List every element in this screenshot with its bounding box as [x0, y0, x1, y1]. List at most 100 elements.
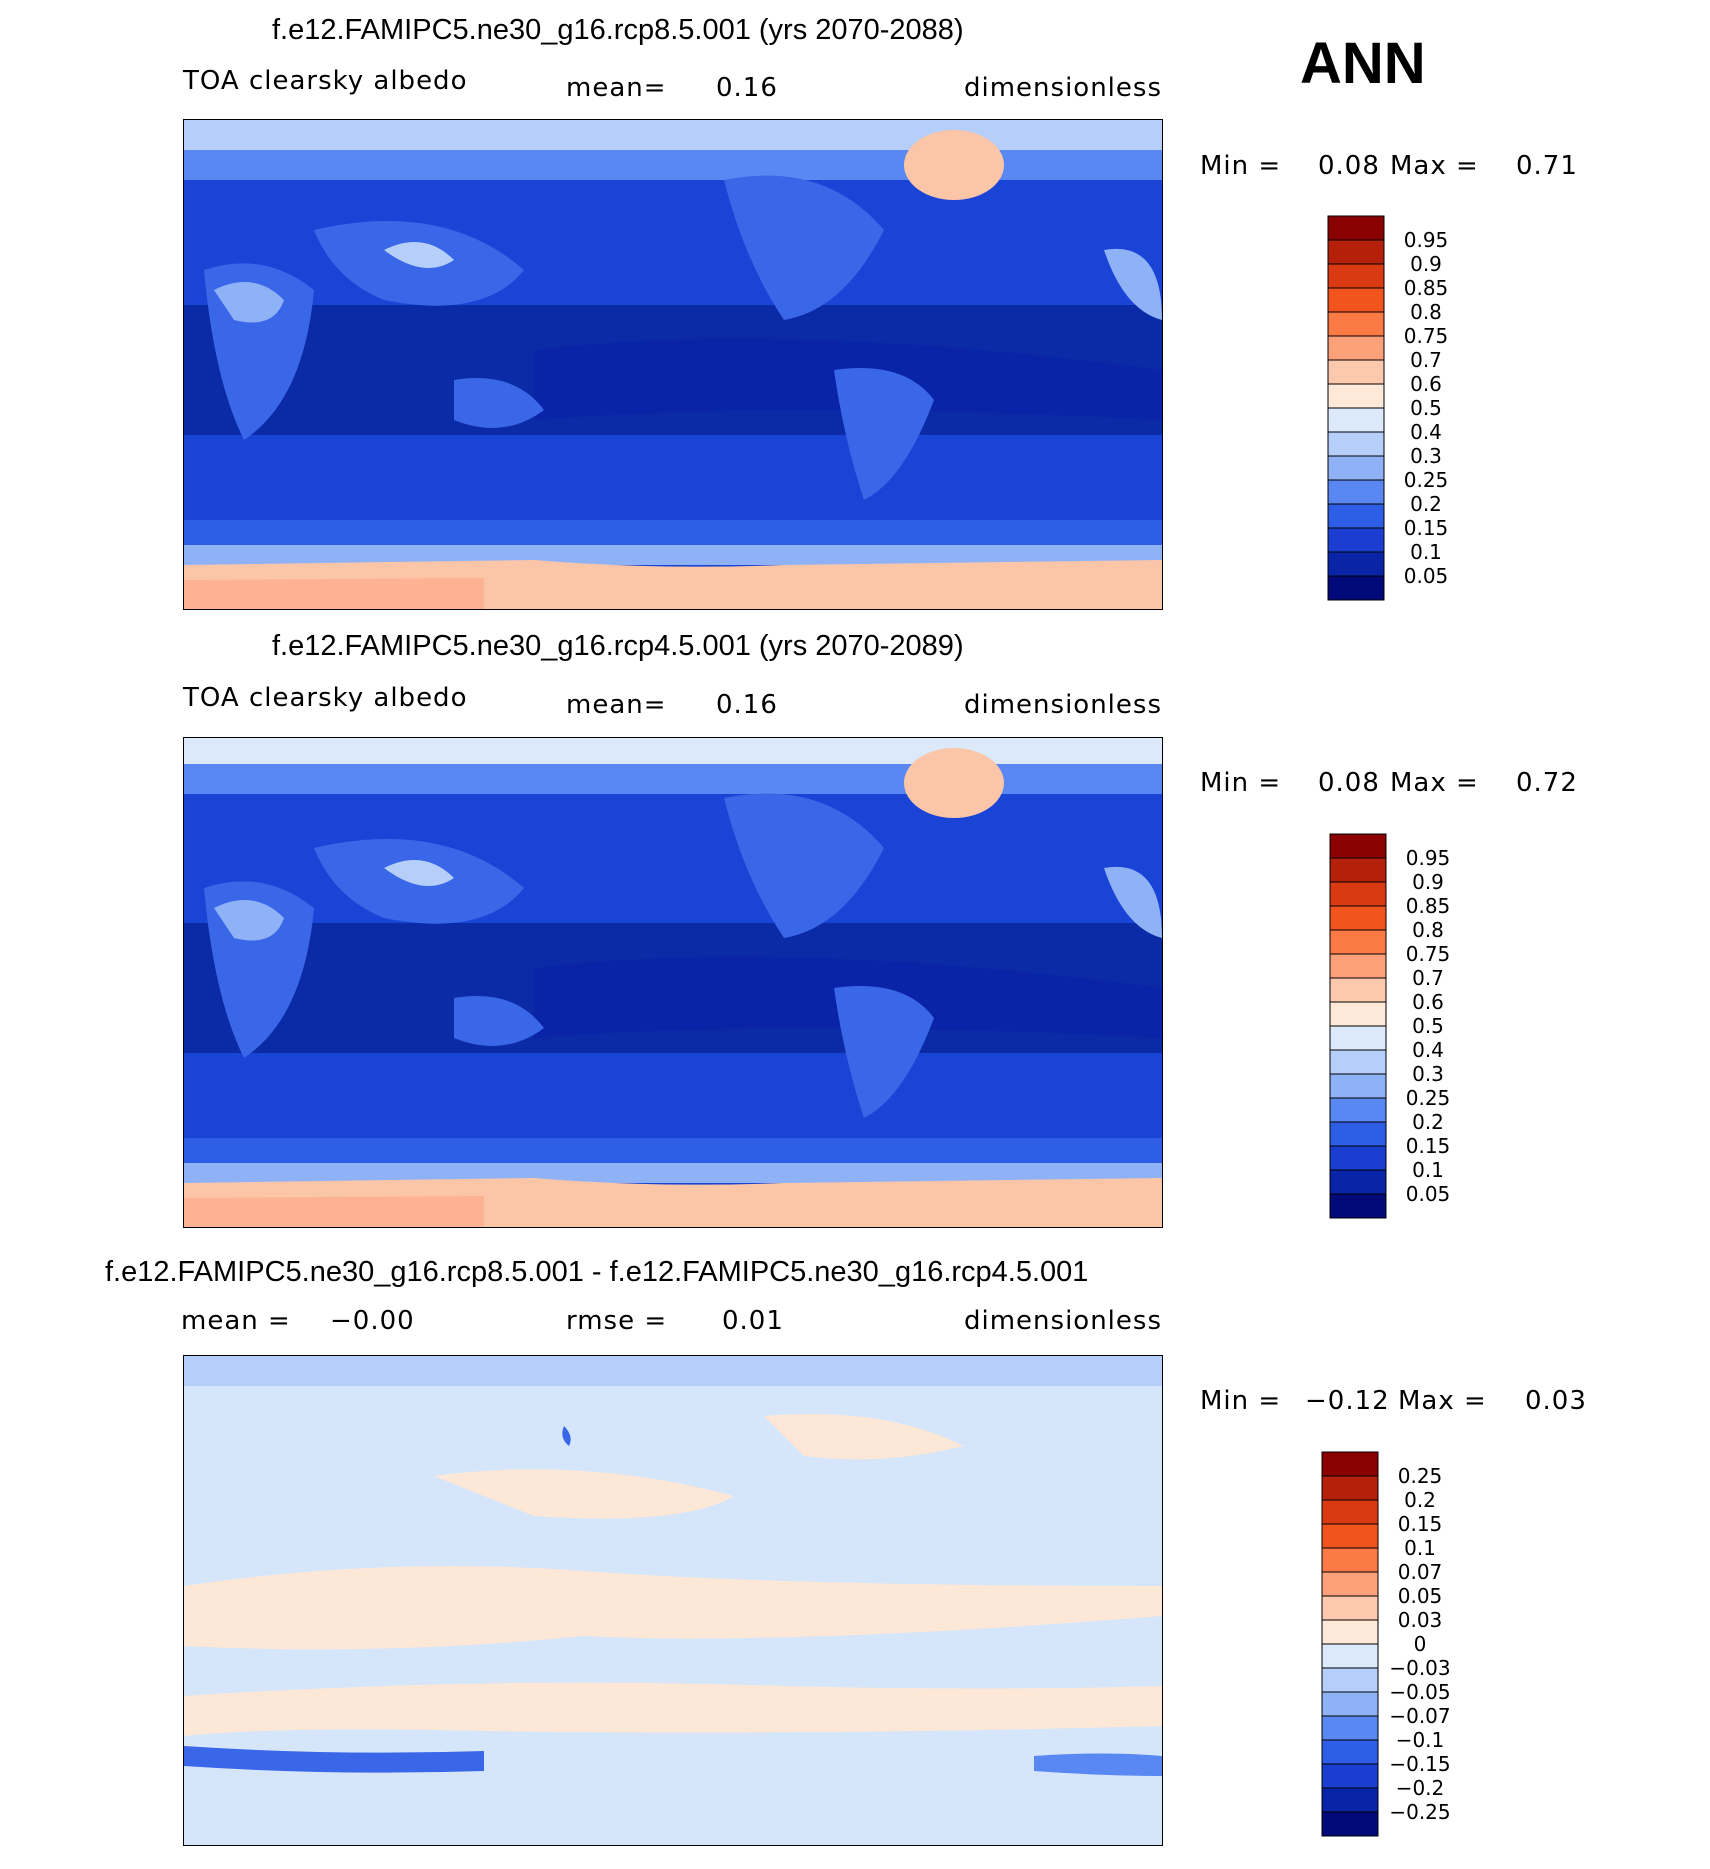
- colorbar-tick-label: 0.25: [1406, 1086, 1451, 1110]
- colorbar-swatch: [1321, 1811, 1379, 1837]
- panel2-mean-label: mean=: [566, 690, 667, 720]
- colorbar-tick-label: 0.3: [1412, 1062, 1444, 1086]
- colorbar-swatch: [1329, 1097, 1387, 1123]
- colorbar-swatch: [1321, 1643, 1379, 1669]
- colorbar-swatch: [1327, 431, 1385, 457]
- colorbar-swatch: [1327, 479, 1385, 505]
- colorbar-tick-label: 0.9: [1412, 870, 1444, 894]
- colorbar-tick-label: 0.95: [1406, 846, 1451, 870]
- colorbar-swatch: [1327, 551, 1385, 577]
- colorbar-tick-label: 0.1: [1412, 1158, 1444, 1182]
- colorbar-swatch: [1329, 977, 1387, 1003]
- colorbar-swatch: [1321, 1715, 1379, 1741]
- colorbar-swatch: [1321, 1667, 1379, 1693]
- colorbar-swatch: [1321, 1691, 1379, 1717]
- colorbar-tick-label: 0.2: [1404, 1488, 1436, 1512]
- colorbar-tick-label: −0.1: [1396, 1728, 1445, 1752]
- panel3-title: f.e12.FAMIPC5.ne30_g16.rcp8.5.001 - f.e1…: [105, 1256, 1089, 1288]
- panel1-mean-label: mean=: [566, 73, 667, 103]
- colorbar-tick-label: 0.8: [1410, 300, 1442, 324]
- panel1-variable-label: TOA clearsky albedo: [183, 66, 468, 96]
- colorbar-tick-label: 0.2: [1410, 492, 1442, 516]
- colorbar-swatch: [1321, 1739, 1379, 1765]
- colorbar-swatch: [1327, 527, 1385, 553]
- panel2-max-value: 0.72: [1516, 768, 1578, 798]
- colorbar-tick-label: 0.15: [1404, 516, 1449, 540]
- colorbar-tick-label: 0.6: [1410, 372, 1442, 396]
- colorbar-tick-label: 0.85: [1404, 276, 1449, 300]
- panel3-units-label: dimensionless: [964, 1306, 1162, 1336]
- colorbar-tick-label: 0.6: [1412, 990, 1444, 1014]
- panel1-min-label: Min =: [1200, 151, 1282, 181]
- colorbar-swatch: [1321, 1547, 1379, 1573]
- colorbar-tick-label: 0.95: [1404, 228, 1449, 252]
- panel2-mean-value: 0.16: [716, 690, 778, 720]
- colorbar-swatch: [1327, 239, 1385, 265]
- colorbar-swatch: [1321, 1619, 1379, 1645]
- panel3-colorbar-svg: 0.250.20.150.10.070.050.030−0.03−0.05−0.…: [1321, 1451, 1451, 1837]
- panel1-max-value: 0.71: [1516, 151, 1578, 181]
- colorbar-swatch: [1329, 1049, 1387, 1075]
- colorbar-swatch: [1327, 383, 1385, 409]
- colorbar-swatch: [1329, 881, 1387, 907]
- colorbar-swatch: [1327, 359, 1385, 385]
- colorbar-swatch: [1329, 905, 1387, 931]
- panel1-max-label: Max =: [1390, 151, 1479, 181]
- colorbar-tick-label: 0.25: [1398, 1464, 1443, 1488]
- panel3-map: [183, 1355, 1163, 1846]
- colorbar-tick-label: −0.05: [1389, 1680, 1450, 1704]
- colorbar-swatch: [1321, 1787, 1379, 1813]
- colorbar-tick-label: 0.2: [1412, 1110, 1444, 1134]
- panel1-map-plot: [184, 120, 1162, 609]
- colorbar-swatch: [1329, 1025, 1387, 1051]
- colorbar-swatch: [1321, 1523, 1379, 1549]
- colorbar-swatch: [1329, 1121, 1387, 1147]
- colorbar-tick-label: −0.07: [1389, 1704, 1450, 1728]
- colorbar-swatch: [1327, 503, 1385, 529]
- colorbar-swatch: [1327, 407, 1385, 433]
- colorbar-swatch: [1327, 455, 1385, 481]
- colorbar-tick-label: 0.75: [1404, 324, 1449, 348]
- colorbar-tick-label: 0.05: [1398, 1584, 1443, 1608]
- panel3-max-label: Max =: [1398, 1386, 1487, 1416]
- panel3-colorbar: 0.25 0.2 0.15 0.1 0.07 0.05 0.03 0 −0.03 −0.05 −0.…: [1320, 1450, 1480, 1845]
- colorbar-swatch: [1321, 1451, 1379, 1477]
- colorbar-swatch: [1327, 263, 1385, 289]
- panel2-colorbar: 0.95 0.9 0.85 0.8 0.75 0.7 0.6 0.5 0.4 0.3 0.25 0.2…: [1328, 832, 1468, 1227]
- colorbar-tick-label: 0.75: [1406, 942, 1451, 966]
- colorbar-tick-label: −0.2: [1396, 1776, 1445, 1800]
- panel3-min-label: Min =: [1200, 1386, 1282, 1416]
- colorbar-tick-label: 0.7: [1412, 966, 1444, 990]
- colorbar-tick-label: 0.85: [1406, 894, 1451, 918]
- colorbar-swatch: [1321, 1763, 1379, 1789]
- colorbar-tick-label: 0.03: [1398, 1608, 1443, 1632]
- colorbar-swatch: [1327, 287, 1385, 313]
- colorbar-swatch: [1329, 1193, 1387, 1219]
- colorbar-swatch: [1329, 1001, 1387, 1027]
- panel1-min-value: 0.08: [1318, 151, 1380, 181]
- colorbar-tick-label: 0.25: [1404, 468, 1449, 492]
- panel1-map: [183, 119, 1163, 610]
- colorbar-tick-label: 0.9: [1410, 252, 1442, 276]
- colorbar-swatch: [1321, 1595, 1379, 1621]
- colorbar-swatch: [1327, 575, 1385, 601]
- colorbar-tick-label: 0.15: [1406, 1134, 1451, 1158]
- colorbar-tick-label: 0.1: [1404, 1536, 1436, 1560]
- colorbar-swatch: [1327, 335, 1385, 361]
- colorbar-tick-label: 0.3: [1410, 444, 1442, 468]
- colorbar-tick-label: 0.4: [1410, 420, 1442, 444]
- colorbar-tick-label: 0.07: [1398, 1560, 1443, 1584]
- panel3-mean-value: −0.00: [330, 1306, 415, 1336]
- panel2-map-plot: [184, 738, 1162, 1227]
- panel1-mean-value: 0.16: [716, 73, 778, 103]
- colorbar-swatch: [1329, 929, 1387, 955]
- panel1-units-label: dimensionless: [964, 73, 1162, 103]
- colorbar-tick-label: 0.4: [1412, 1038, 1444, 1062]
- colorbar-swatch: [1329, 1169, 1387, 1195]
- colorbar-tick-label: −0.03: [1389, 1656, 1450, 1680]
- colorbar-swatch: [1329, 953, 1387, 979]
- colorbar-tick-label: 0.5: [1410, 396, 1442, 420]
- panel1-title: f.e12.FAMIPC5.ne30_g16.rcp8.5.001 (yrs 2…: [272, 14, 964, 46]
- panel3-rmse-label: rmse =: [566, 1306, 668, 1336]
- panel2-map: [183, 737, 1163, 1228]
